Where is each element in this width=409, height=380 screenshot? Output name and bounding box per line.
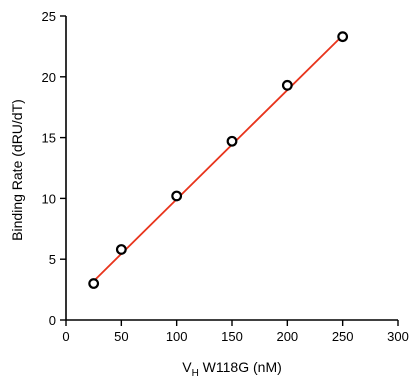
data-point: [88, 278, 100, 289]
y-tick-label: 15: [42, 131, 56, 146]
x-axis-label-rest: W118G (nM): [199, 359, 282, 375]
data-point: [171, 190, 183, 202]
y-axis-label: Binding Rate (dRU/dT): [9, 99, 25, 241]
x-tick-label: 0: [62, 329, 69, 344]
y-tick-label: 5: [49, 252, 56, 267]
x-tick-label: 150: [221, 329, 243, 344]
x-axis-label-subscript: H: [192, 368, 199, 379]
fit-line: [93, 34, 344, 282]
axes: 0 50 100 150 200 250 300 0 5 10 15 20 25: [42, 9, 409, 344]
y-tick-label: 25: [42, 9, 56, 24]
y-tick-label: 0: [49, 313, 56, 328]
y-tick-label: 10: [42, 191, 56, 206]
x-tick-label: 200: [276, 329, 298, 344]
x-axis-label-main: V: [182, 359, 192, 375]
data-point: [226, 135, 238, 147]
fit-line-group: [93, 34, 344, 282]
x-tick-label: 250: [332, 329, 354, 344]
x-axis-label: VH W118G (nM): [182, 359, 282, 379]
data-point: [337, 31, 349, 43]
data-point: [115, 244, 127, 255]
data-points: [88, 31, 349, 289]
x-tick-label: 50: [114, 329, 128, 344]
y-tick-label: 20: [42, 70, 56, 85]
x-tick-label: 300: [387, 329, 409, 344]
data-point: [281, 79, 293, 91]
x-tick-label: 100: [166, 329, 188, 344]
